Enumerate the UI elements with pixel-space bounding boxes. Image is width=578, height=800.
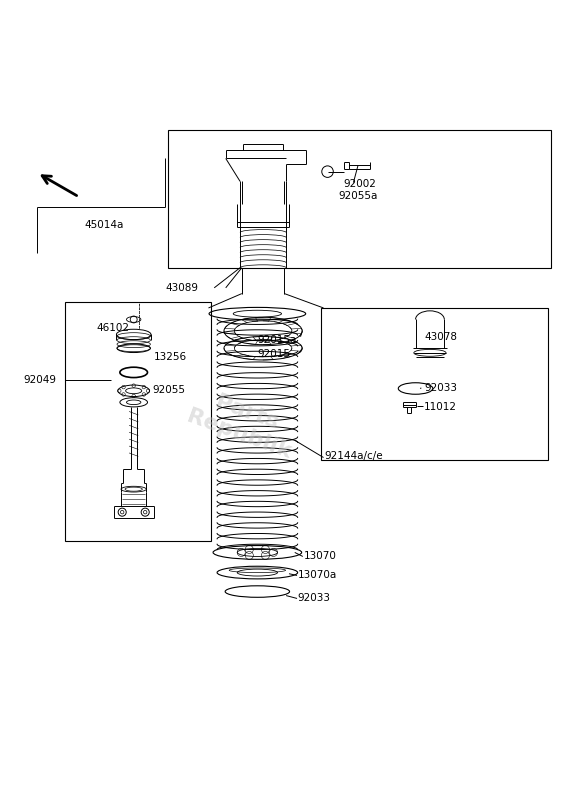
Text: 92049: 92049	[23, 375, 56, 385]
Text: 13256: 13256	[154, 352, 187, 362]
Bar	[321, 308, 548, 460]
Text: 92015a: 92015a	[257, 334, 297, 345]
Text: 92055: 92055	[153, 385, 186, 394]
Text: 43078: 43078	[424, 332, 457, 342]
Text: 43089: 43089	[165, 283, 198, 293]
Text: Parts
Republik: Parts Republik	[184, 384, 302, 462]
Text: 13070: 13070	[303, 551, 336, 562]
Text: 92144a/c/e: 92144a/c/e	[325, 451, 383, 462]
Text: 46102: 46102	[97, 323, 129, 333]
Text: 13070a: 13070a	[298, 570, 337, 581]
Text: 45014a: 45014a	[85, 219, 124, 230]
Text: 92002: 92002	[344, 179, 376, 190]
Bar	[65, 302, 212, 541]
Text: 92033: 92033	[424, 383, 457, 394]
Text: 92033: 92033	[298, 594, 331, 603]
Text: 92015: 92015	[257, 349, 290, 359]
Bar	[168, 130, 551, 268]
Text: 11012: 11012	[424, 402, 457, 412]
Text: 92055a: 92055a	[338, 190, 377, 201]
